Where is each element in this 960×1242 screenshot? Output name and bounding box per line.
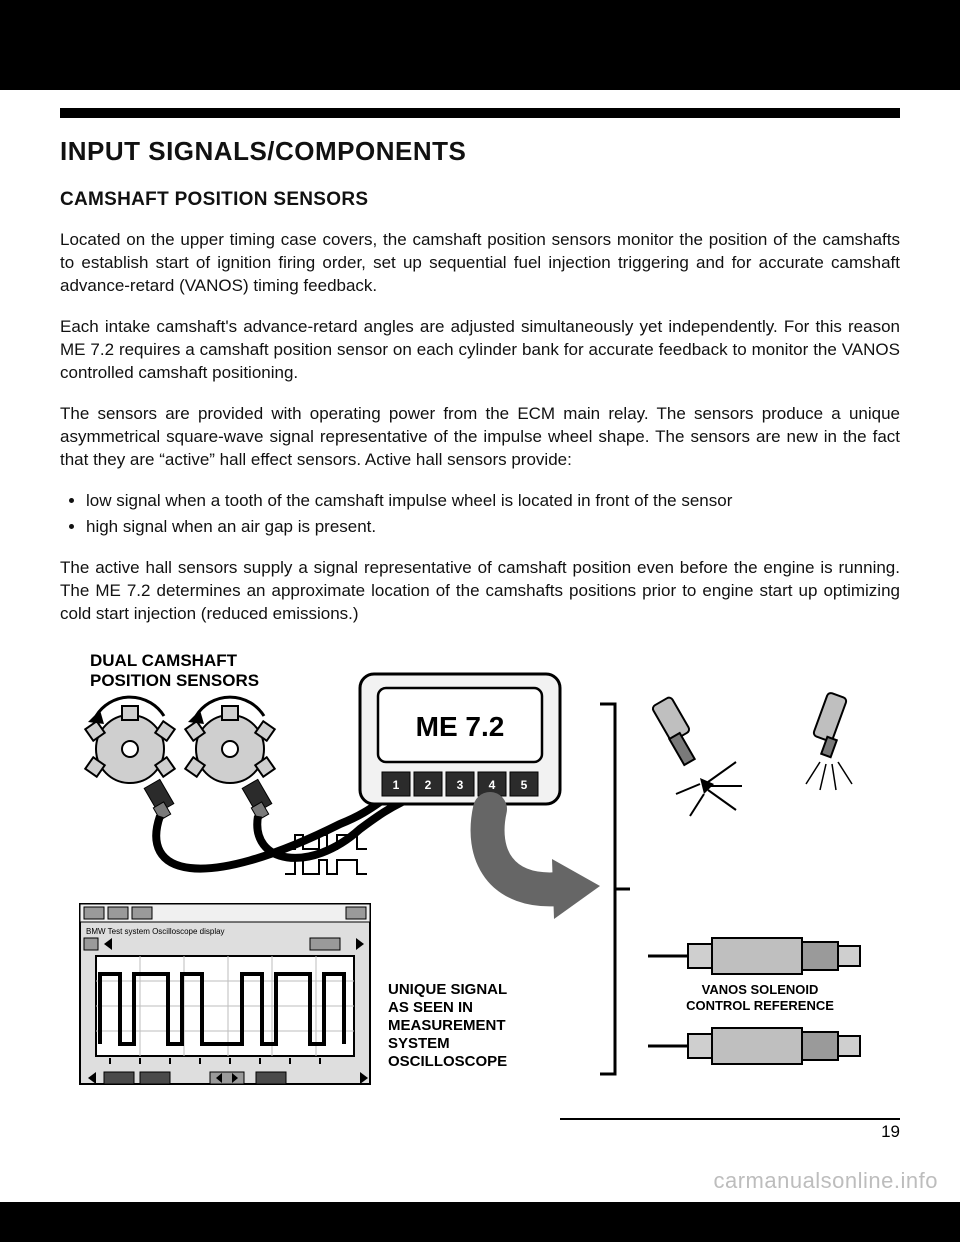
scope-caption-l2: AS SEEN IN	[388, 999, 473, 1016]
output-bracket	[600, 704, 630, 1074]
paragraph-3: The sensors are provided with operating …	[60, 403, 900, 472]
sensor-probe-left	[144, 779, 174, 820]
cam-gear-right	[185, 697, 274, 783]
waveform-trace-bottom	[285, 860, 367, 874]
scope-caption-l4: SYSTEM	[388, 1035, 450, 1052]
page-number: 19	[560, 1122, 900, 1142]
paragraph-1: Located on the upper timing case covers,…	[60, 229, 900, 298]
scope-caption-l5: OSCILLOSCOPE	[388, 1053, 507, 1070]
scope-caption-l3: MEASUREMENT	[388, 1017, 506, 1034]
scope-title-text: BMW Test system Oscilloscope display	[86, 927, 225, 936]
sensors-label-line1: DUAL CAMSHAFT	[90, 651, 238, 670]
ecu-port-3: 3	[457, 778, 464, 792]
vanos-label-line2: CONTROL REFERENCE	[686, 998, 834, 1013]
page-number-rule	[560, 1118, 900, 1120]
scope-caption-l1: UNIQUE SIGNAL	[388, 981, 507, 998]
fuel-injector-icon	[806, 692, 852, 790]
ecu-port-5: 5	[521, 778, 528, 792]
vanos-label-line1: VANOS SOLENOID	[702, 982, 819, 997]
watermark-text: carmanualsonline.info	[713, 1168, 938, 1194]
ecu-port-1: 1	[393, 778, 400, 792]
sensor-probe-right	[242, 779, 272, 820]
bullet-1: low signal when a tooth of the camshaft …	[86, 489, 900, 513]
ecu-label: ME 7.2	[416, 711, 505, 742]
scope-caption: UNIQUE SIGNAL AS SEEN IN MEASUREMENT SYS…	[388, 981, 507, 1070]
page-title: INPUT SIGNALS/COMPONENTS	[60, 136, 900, 167]
bullet-2: high signal when an air gap is present.	[86, 515, 900, 539]
cam-gear-left	[85, 697, 174, 783]
vanos-solenoid-bottom	[648, 1028, 860, 1064]
paragraph-2: Each intake camshaft's advance-retard an…	[60, 316, 900, 385]
content-block: INPUT SIGNALS/COMPONENTS CAMSHAFT POSITI…	[0, 118, 960, 1089]
ecu-port-2: 2	[425, 778, 432, 792]
bullet-list: low signal when a tooth of the camshaft …	[60, 489, 900, 539]
page: INPUT SIGNALS/COMPONENTS CAMSHAFT POSITI…	[0, 0, 960, 1202]
output-arrow	[488, 809, 600, 919]
diagram-svg: DUAL CAMSHAFT POSITION SENSORS	[60, 644, 900, 1089]
diagram-container: DUAL CAMSHAFT POSITION SENSORS	[60, 644, 900, 1089]
oscilloscope-window: BMW Test system Oscilloscope display	[80, 904, 370, 1084]
ecu-port-4: 4	[489, 778, 496, 792]
page-number-bar: 19	[560, 1118, 900, 1142]
top-black-band	[0, 0, 960, 90]
ignition-coil-icon	[651, 696, 742, 816]
vanos-solenoid-top	[648, 938, 860, 974]
sensors-label-line2: POSITION SENSORS	[90, 671, 259, 690]
paragraph-4: The active hall sensors supply a signal …	[60, 557, 900, 626]
header-rule	[60, 108, 900, 118]
section-subtitle: CAMSHAFT POSITION SENSORS	[60, 189, 900, 211]
ecu-module: ME 7.2 1 2 3 4 5	[360, 674, 560, 804]
